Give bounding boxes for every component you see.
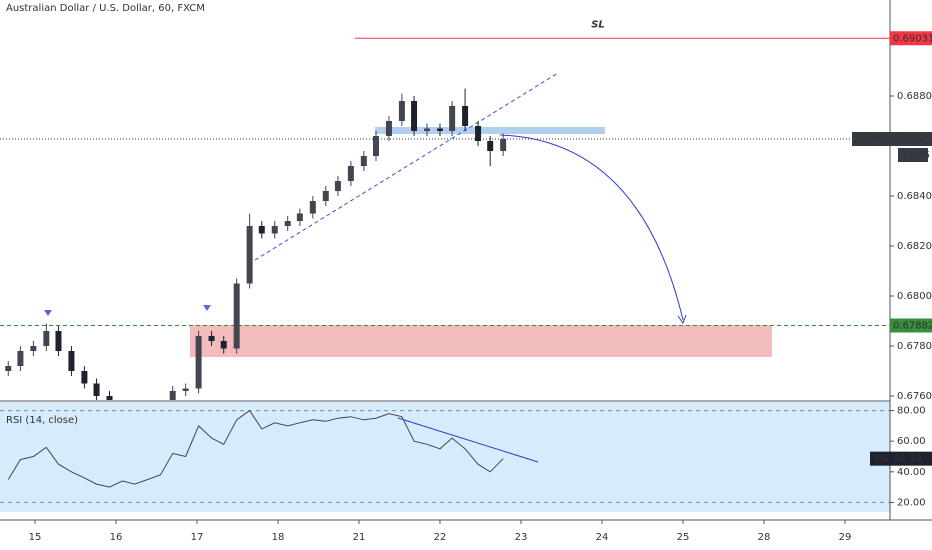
symbol-label: AUDUSD	[855, 134, 899, 145]
candle-body	[411, 101, 418, 131]
candle-body	[271, 226, 278, 234]
stop-loss-price: 0.69031	[893, 33, 932, 44]
rsi-trend-line	[397, 417, 539, 463]
rsi-name: RSI	[873, 454, 889, 465]
y-tick-label: 40.00	[897, 467, 926, 478]
x-tick-label: 21	[353, 532, 366, 543]
chart-title: Australian Dollar / U.S. Dollar, 60, FXC…	[6, 3, 205, 14]
countdown: 59:06	[901, 150, 930, 161]
x-tick-label: 17	[191, 532, 204, 543]
trend-line	[254, 72, 559, 261]
candle-body	[246, 226, 253, 284]
y-tick-label: 60.00	[897, 436, 926, 447]
candle-body	[258, 226, 265, 234]
candle-body	[5, 366, 12, 371]
y-tick-label: 0.67600	[897, 391, 932, 402]
x-tick-label: 23	[515, 532, 528, 543]
candle-body	[360, 156, 367, 166]
stop-loss-label: SL	[591, 19, 605, 30]
candle-body	[462, 106, 469, 126]
candle-body	[68, 351, 75, 371]
candle-body	[296, 213, 303, 221]
x-tick-label: 29	[839, 532, 852, 543]
candle-body	[385, 121, 392, 136]
support-price: 0.67882	[893, 321, 932, 332]
candle-body	[487, 141, 494, 151]
candles	[5, 88, 507, 400]
x-tick-label: 15	[29, 532, 42, 543]
last-price-box	[890, 132, 932, 146]
projection-arrow	[499, 134, 684, 321]
y-tick-label: 20.00	[897, 497, 926, 508]
candle-body	[182, 388, 189, 391]
candle-body	[347, 166, 354, 181]
candle-body	[449, 106, 456, 131]
x-tick-label: 25	[677, 532, 690, 543]
rsi-background	[0, 402, 890, 512]
candle-body	[17, 351, 24, 366]
candle-body	[208, 336, 215, 341]
candle-body	[43, 331, 50, 346]
marker	[44, 310, 52, 316]
rsi-line	[7, 409, 504, 488]
rsi-title: RSI (14, close)	[6, 415, 78, 426]
support-price-box	[890, 318, 932, 333]
countdown-box	[898, 148, 928, 162]
candle-body	[475, 126, 482, 141]
candle-body	[220, 341, 227, 349]
candle-body	[81, 371, 88, 384]
candle-body	[55, 331, 62, 351]
y-tick-label: 80.00	[897, 406, 926, 417]
candle-body	[93, 383, 100, 396]
candle-body	[284, 221, 291, 226]
candle-body	[195, 336, 202, 389]
rsi-value: 48.59	[893, 454, 922, 465]
candle-body	[233, 283, 240, 349]
candle-body	[322, 191, 329, 201]
candle-body	[372, 136, 379, 156]
rsi-value-box	[890, 451, 932, 466]
marker	[203, 305, 211, 311]
candle-body	[106, 396, 113, 400]
candle-body	[436, 128, 443, 131]
candle-body	[309, 201, 316, 214]
x-tick-label: 16	[110, 532, 123, 543]
x-tick-label: 24	[596, 532, 609, 543]
resistance-zone	[375, 127, 605, 134]
symbol-box	[852, 132, 890, 146]
candle-body	[398, 101, 405, 121]
x-tick-label: 18	[272, 532, 285, 543]
candle-body	[500, 139, 507, 151]
candle-body	[424, 128, 431, 131]
target-zone	[190, 325, 772, 357]
x-tick-label: 28	[758, 532, 771, 543]
candle-body	[334, 181, 341, 191]
last-price: 0.68628	[893, 134, 932, 145]
arrow-head	[677, 314, 687, 325]
x-tick-label: 22	[434, 532, 447, 543]
stop-loss-price-box	[890, 31, 932, 46]
candle-body	[169, 391, 176, 400]
rsi-name-box	[870, 451, 890, 466]
candle-body	[30, 346, 37, 351]
